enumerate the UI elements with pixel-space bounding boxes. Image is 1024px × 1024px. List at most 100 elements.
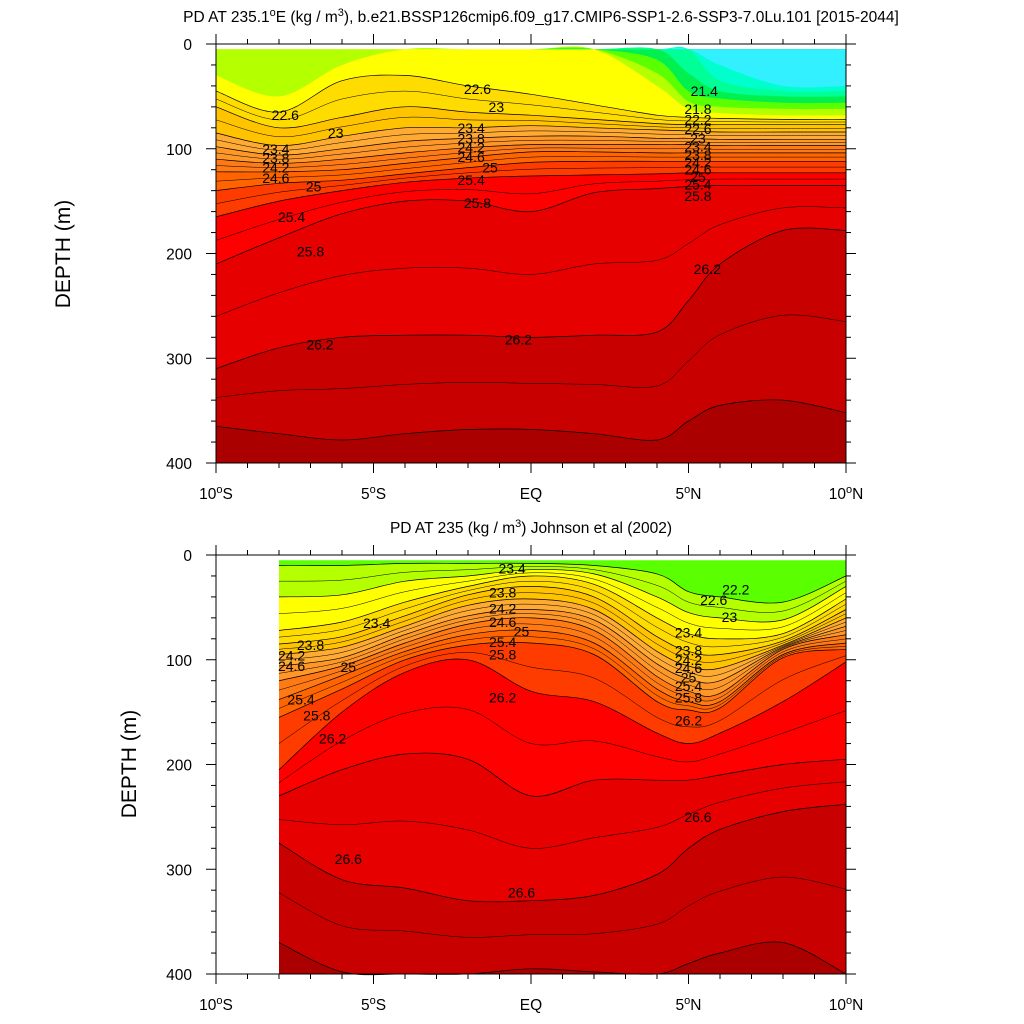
contour-label: 23.8 (684, 147, 711, 163)
isopycnal-minor (278, 706, 847, 784)
isopycnal-minor (278, 566, 847, 613)
contour-label: 26.2 (675, 713, 702, 729)
contour-label: 23 (328, 125, 344, 141)
contour-label: 23.8 (489, 585, 516, 601)
contour-label: 25.4 (278, 209, 305, 225)
contour-label: 22.6 (464, 81, 491, 97)
contour-label: 25 (306, 178, 322, 194)
isopycnal-24.6 (215, 151, 846, 173)
contour-label: 23.4 (458, 120, 485, 136)
x-tick-label: 5oS (361, 484, 386, 503)
contour-label: 25 (341, 659, 357, 675)
x-tick-label: 10oS (199, 484, 233, 503)
contour-label: 25 (681, 670, 697, 686)
contour-label: 25.4 (489, 634, 516, 650)
isopycnal-27 (278, 803, 847, 903)
x-tick-label: 5oS (361, 995, 386, 1014)
isopycnal-minor (215, 147, 846, 168)
contour-label: 22.6 (272, 107, 299, 123)
isopycnal-25 (215, 160, 846, 191)
y-tick-label: 400 (166, 456, 192, 473)
contour-label: 25.8 (464, 195, 491, 211)
contour-label: 24.2 (278, 648, 305, 664)
model-section-panel: PD AT 235.1oE (kg / m3), b.e21.BSSP126cm… (52, 7, 899, 503)
contour-label: 23.4 (262, 141, 289, 157)
contour-label: 21.8 (684, 101, 711, 117)
contour-label: 21.4 (691, 83, 718, 99)
x-tick-label: EQ (520, 486, 542, 503)
isopycnal-25.8 (278, 641, 847, 718)
y-tick-label: 100 (166, 142, 192, 159)
y-tick-label: 300 (166, 351, 192, 368)
isopycnal-24.2 (215, 143, 846, 164)
x-tick-label: 10oN (829, 484, 864, 503)
isopycnal-minor (215, 90, 847, 123)
isopycnal-23.4 (215, 125, 846, 146)
density-layer-26.6 (216, 399, 846, 463)
contour-label: 24.2 (684, 154, 711, 170)
contour-label: 26.2 (694, 261, 721, 277)
contour-label: 26.2 (319, 730, 346, 746)
isopycnal-minor (215, 206, 847, 317)
isopycnal-minor (215, 139, 846, 160)
obs-panel-ylabel: DEPTH (m) (118, 710, 141, 819)
model-density-field: 22.62323.423.824.224.62525.425.826.222.6… (166, 34, 863, 503)
isopycnal-26.2 (278, 658, 847, 770)
y-tick-label: 200 (166, 247, 192, 264)
contour-label: 25.4 (458, 172, 485, 188)
observed-density-field: 23.423.824.224.6 2525.425.826.226.623.423… (166, 545, 863, 1014)
contour-label: 24.2 (489, 600, 516, 616)
contour-label: 24.6 (489, 614, 516, 630)
density-layer-27.4 (279, 941, 846, 975)
contour-label: 23.8 (675, 642, 702, 658)
isopycnal-25.4 (215, 172, 846, 218)
isopycnal-23 (278, 569, 847, 623)
contour-label: 25.8 (297, 243, 324, 259)
contour-label: 24.6 (458, 149, 485, 165)
isopycnal-23.8 (215, 135, 846, 156)
contour-label: 22.2 (684, 111, 711, 127)
isopycnal-22.6 (278, 562, 847, 604)
contour-label: 23.4 (363, 615, 390, 631)
x-tick-label: EQ (520, 997, 542, 1014)
contour-label: 23 (722, 609, 738, 625)
contour-label: 26.2 (489, 689, 516, 705)
obs-panel-title: PD AT 235 (kg / m3) Johnson et al (2002) (390, 518, 672, 537)
contour-label: 25.4 (684, 176, 711, 192)
contour-label: 24.6 (262, 170, 289, 186)
y-tick-label: 0 (183, 37, 192, 54)
contour-label: 26.6 (684, 809, 711, 825)
isopycnal-25.8 (215, 184, 846, 265)
x-tick-label: 5oN (676, 484, 702, 503)
contour-label: 23.8 (297, 637, 324, 653)
upper-layer-fill (216, 47, 846, 97)
x-tick-label: 10oN (829, 995, 864, 1014)
model-panel-title: PD AT 235.1oE (kg / m3), b.e21.BSSP126cm… (183, 7, 899, 26)
y-tick-label: 200 (166, 758, 192, 775)
isopycnal-minor (278, 635, 847, 710)
contour-label: 23.8 (262, 150, 289, 166)
x-tick-label: 10oS (199, 995, 233, 1014)
contour-label: 23.4 (498, 561, 525, 577)
isopycnal-26.2 (215, 227, 847, 370)
density-layer-26.2 (216, 228, 846, 463)
contour-label: 25 (514, 623, 530, 639)
contour-label: 24.2 (262, 160, 289, 176)
isopycnal-25.4 (278, 629, 847, 706)
observation-section-panel: PD AT 235 (kg / m3) Johnson et al (2002)… (118, 518, 863, 1014)
isopycnal-minor (278, 781, 847, 849)
isopycnal-24.6 (278, 609, 847, 684)
isopycnal-minor (278, 876, 847, 938)
contour-label: 25.8 (684, 188, 711, 204)
isopycnal-23 (215, 106, 846, 129)
contour-label: 25.8 (489, 647, 516, 663)
y-tick-label: 0 (183, 548, 192, 565)
isopycnal-26.6 (278, 752, 847, 797)
contour-label: 23 (690, 130, 706, 146)
isopycnal-minor (278, 572, 847, 631)
contour-label: 22.6 (684, 121, 711, 137)
contour-label: 24.6 (675, 660, 702, 676)
isopycnal-minor (215, 156, 846, 182)
contour-label: 25 (482, 160, 498, 176)
isopycnal-minor (278, 580, 847, 648)
